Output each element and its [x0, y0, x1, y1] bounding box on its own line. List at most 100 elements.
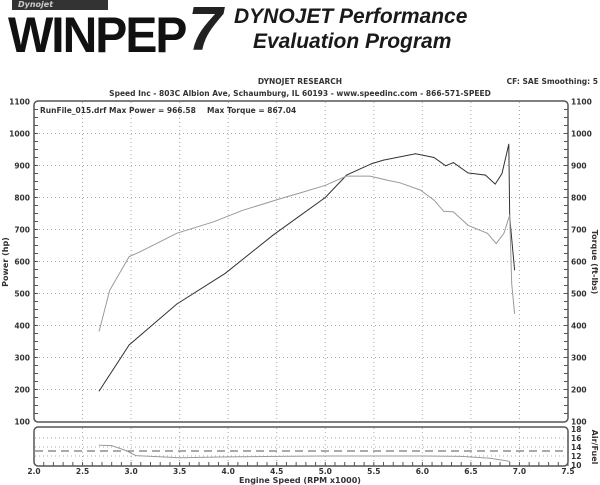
y-tick-label-left: 900: [14, 162, 30, 171]
power-point: [346, 174, 348, 176]
y-tick-label-left: 300: [14, 354, 30, 363]
y-tick-label-left: 400: [14, 322, 30, 331]
y-tick-label-left: 1000: [9, 130, 30, 139]
afr-curve: [99, 444, 510, 462]
y-tick-label-right: 200: [571, 386, 587, 395]
address-label: Speed Inc - 803C Albion Ave, Schaumburg,…: [109, 89, 491, 98]
x-tick-label: 7.0: [513, 467, 526, 476]
power-point: [371, 163, 373, 164]
x-tick-label: 4.5: [270, 467, 283, 476]
power-curve: [98, 143, 516, 392]
torque-point: [286, 196, 287, 198]
logo-winpep-text: WINPEP: [8, 7, 187, 64]
y-tick-label-left: 1100: [9, 98, 30, 107]
afr-point: [179, 457, 181, 459]
afr-tick-label: 14: [571, 443, 581, 452]
power-point: [485, 174, 486, 176]
y-tick-label-left: 500: [14, 290, 30, 299]
power-point: [494, 183, 496, 185]
power-point: [272, 234, 274, 236]
x-tick-label: 5.0: [319, 467, 332, 476]
afr-point: [489, 457, 491, 459]
y-tick-label-left: 800: [14, 194, 30, 203]
run-info-label: RunFile_015.drf Max Power = 966.58: [40, 106, 196, 115]
y-tick-label-right: 100: [571, 418, 587, 427]
afr-tick-label: 10: [571, 461, 581, 470]
x-tick-label: 6.5: [464, 467, 477, 476]
power-point: [299, 215, 301, 217]
afr-tick-label: 18: [571, 425, 581, 434]
torque-point: [511, 283, 513, 284]
power-point: [501, 173, 503, 174]
torque-point: [453, 211, 454, 213]
torque-curve: [98, 175, 516, 332]
power-point: [445, 165, 447, 167]
torque-point: [128, 256, 130, 258]
x-tick-label: 6.0: [416, 467, 429, 476]
x-tick-label: 3.0: [124, 467, 137, 476]
power-point: [433, 157, 435, 158]
afr-axis-label: Air/Fuel: [590, 430, 599, 465]
logo-seven: 7: [188, 0, 223, 64]
logo-dynojet-badge: Dynojet: [12, 0, 108, 10]
afr-tick-label: 12: [571, 452, 581, 461]
y-tick-label-left: 100: [14, 418, 30, 427]
power-point: [128, 344, 130, 346]
power-point: [453, 162, 454, 164]
power-point: [514, 269, 515, 271]
afr-plot-frame: [33, 426, 569, 467]
power-point: [176, 303, 178, 305]
power-point: [224, 272, 226, 274]
y-axis-label-right: Torque (ft-lbs): [590, 230, 599, 295]
torque-point: [176, 232, 178, 234]
torque-point: [242, 209, 244, 211]
winpep-logo: Dynojet WINPEP 7: [8, 0, 226, 64]
torque-point: [139, 251, 141, 253]
afr-point: [276, 456, 278, 457]
torque-point: [387, 179, 388, 181]
x-tick-label: 4.0: [222, 467, 235, 476]
torque-point: [487, 232, 488, 234]
torque-point: [399, 182, 401, 184]
y-tick-label-right: 600: [571, 258, 587, 267]
torque-point: [109, 289, 111, 291]
afr-point: [373, 455, 375, 457]
torque-point: [299, 192, 301, 194]
y-tick-label-left: 600: [14, 258, 30, 267]
x-tick-label: 2.5: [76, 467, 89, 476]
y-tick-label-right: 1100: [571, 98, 592, 107]
torque-point: [495, 243, 497, 244]
y-axis-label-left: Power (hp): [1, 237, 10, 287]
y-tick-label-right: 400: [571, 322, 587, 331]
afr-point: [98, 444, 100, 446]
torque-point: [514, 313, 515, 315]
settings-label: CF: SAE Smoothing: 5: [507, 77, 598, 86]
x-axis-label: Engine Speed (RPM x1000): [239, 476, 361, 485]
torque-point: [467, 224, 469, 226]
afr-tick-label: 16: [571, 434, 581, 443]
x-tick-label: 5.5: [367, 467, 380, 476]
power-point: [467, 172, 469, 174]
y-tick-label-right: 800: [571, 194, 587, 203]
x-tick-label: 2.0: [27, 467, 40, 476]
y-tick-label-right: 1000: [571, 130, 592, 139]
afr-point: [227, 456, 229, 458]
torque-point: [98, 330, 100, 332]
torque-point: [420, 189, 421, 191]
power-point: [508, 143, 510, 145]
y-tick-label-right: 700: [571, 226, 587, 235]
afr-point: [509, 461, 511, 462]
x-tick-label: 7.5: [561, 467, 574, 476]
power-point: [415, 153, 416, 155]
afr-point: [421, 455, 423, 457]
program-title-line1: DYNOJET Performance: [234, 5, 468, 28]
torque-point: [213, 221, 215, 223]
torque-point: [433, 199, 435, 201]
power-point: [324, 197, 326, 198]
afr-point: [135, 455, 137, 456]
max-torque-label: Max Torque = 867.04: [207, 106, 296, 115]
y-tick-label-left: 200: [14, 386, 30, 395]
x-tick-label: 3.5: [173, 467, 186, 476]
afr-point: [460, 456, 462, 457]
